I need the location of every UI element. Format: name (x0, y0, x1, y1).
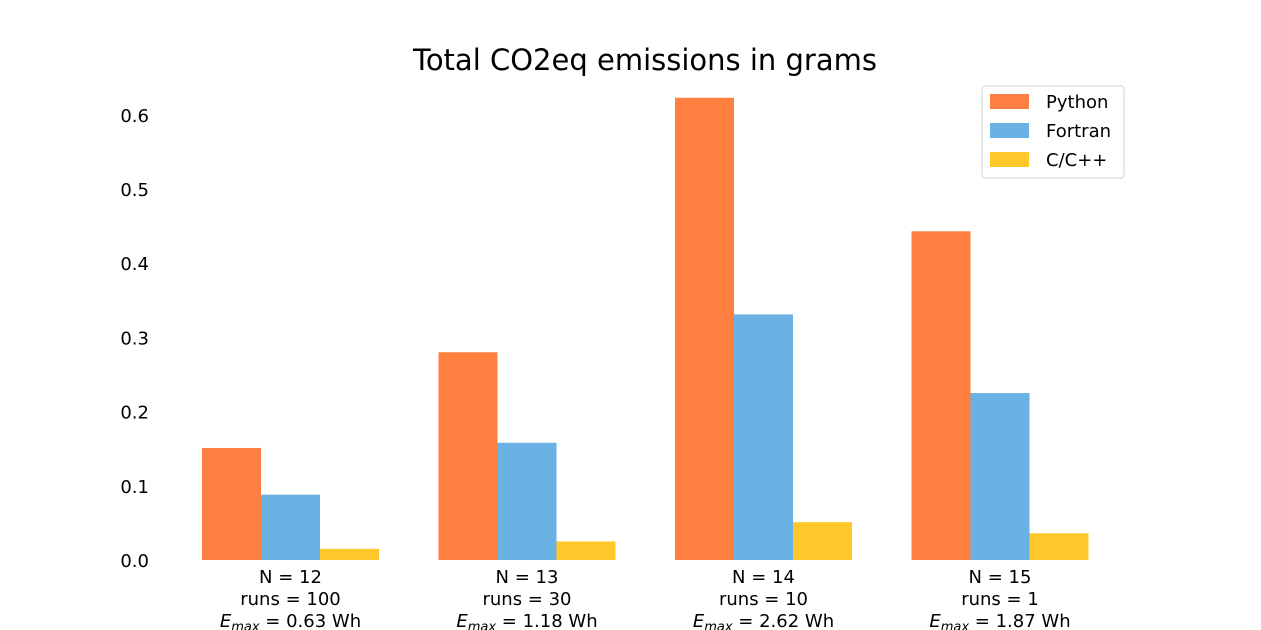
emax-symbol: E (220, 611, 232, 630)
y-tick-label: 0.6 (120, 106, 149, 127)
emax-value: = 1.18 Wh (496, 611, 598, 630)
bars (202, 97, 1089, 560)
emax-symbol: E (693, 611, 705, 630)
category-label-n: N = 13 (496, 567, 559, 588)
legend-label: Python (1046, 92, 1108, 113)
legend-label: Fortran (1046, 121, 1111, 142)
legend-swatch (990, 94, 1029, 109)
bar-fortran-4 (970, 393, 1030, 560)
emax-symbol: E (456, 611, 468, 630)
y-tick-label: 0.2 (120, 403, 149, 424)
category-label-emax: Emax = 0.63 Wh (220, 611, 361, 630)
emax-subscript: max (231, 620, 260, 630)
legend-swatch (990, 123, 1029, 138)
category-label-n: N = 15 (969, 567, 1032, 588)
y-axis: 0.0 0.1 0.2 0.3 0.4 0.5 0.6 (120, 106, 149, 572)
bar-python-3 (675, 97, 734, 560)
category-label-emax: Emax = 2.62 Wh (693, 611, 834, 630)
y-tick-label: 0.5 (120, 180, 149, 201)
category-label-n: N = 12 (259, 567, 322, 588)
bar-c-c--1 (320, 548, 379, 560)
emax-subscript: max (704, 620, 733, 630)
bar-python-1 (202, 447, 261, 560)
bar-c-c--4 (1029, 533, 1089, 560)
y-tick-label: 0.1 (120, 477, 149, 498)
category-label-n: N = 14 (732, 567, 795, 588)
bar-fortran-1 (261, 494, 320, 560)
category-label-emax: Emax = 1.87 Wh (929, 611, 1070, 630)
bar-fortran-3 (734, 314, 793, 560)
emax-symbol: E (929, 611, 941, 630)
emax-value: = 0.63 Wh (260, 611, 362, 630)
emax-subscript: max (468, 620, 497, 630)
category-label-runs: runs = 10 (719, 589, 808, 610)
legend-swatch (990, 152, 1029, 167)
bar-c-c--2 (556, 541, 616, 560)
bar-python-4 (911, 231, 971, 560)
category-label-runs: runs = 30 (482, 589, 571, 610)
y-tick-label: 0.0 (120, 551, 149, 572)
emax-value: = 2.62 Wh (733, 611, 835, 630)
bar-fortran-2 (497, 442, 557, 560)
legend-label: C/C++ (1046, 150, 1107, 171)
bar-python-2 (438, 352, 498, 560)
chart-title: Total CO2eq emissions in grams (412, 43, 877, 77)
category-label-emax: Emax = 1.18 Wh (456, 611, 597, 630)
emax-value: = 1.87 Wh (969, 611, 1071, 630)
y-tick-label: 0.3 (120, 328, 149, 349)
bar-c-c--3 (793, 522, 852, 560)
legend: Python Fortran C/C++ (981, 85, 1125, 179)
category-label-runs: runs = 100 (240, 589, 340, 610)
category-label-runs: runs = 1 (961, 589, 1039, 610)
y-tick-label: 0.4 (120, 254, 149, 275)
emax-subscript: max (941, 620, 970, 630)
